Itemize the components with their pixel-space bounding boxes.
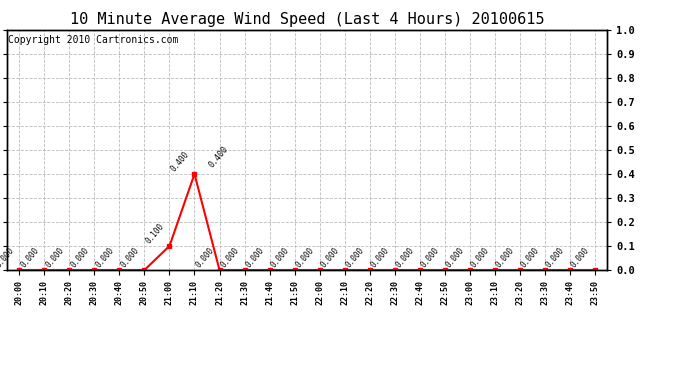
Text: 0.000: 0.000 (344, 245, 366, 269)
Text: 0.000: 0.000 (69, 245, 90, 269)
Text: 0.000: 0.000 (319, 245, 341, 269)
Text: 0.400: 0.400 (207, 144, 230, 169)
Text: Copyright 2010 Cartronics.com: Copyright 2010 Cartronics.com (8, 35, 179, 45)
Text: 0.000: 0.000 (19, 245, 41, 269)
Text: 0.000: 0.000 (419, 245, 441, 269)
Text: 0.000: 0.000 (469, 245, 491, 269)
Text: 0.000: 0.000 (494, 245, 516, 269)
Title: 10 Minute Average Wind Speed (Last 4 Hours) 20100615: 10 Minute Average Wind Speed (Last 4 Hou… (70, 12, 544, 27)
Text: 0.000: 0.000 (0, 245, 16, 269)
Text: 0.000: 0.000 (269, 245, 290, 269)
Text: 0.000: 0.000 (194, 245, 216, 269)
Text: 0.000: 0.000 (369, 245, 391, 269)
Text: 0.000: 0.000 (94, 245, 116, 269)
Text: 0.000: 0.000 (44, 245, 66, 269)
Text: 0.000: 0.000 (244, 245, 266, 269)
Text: 0.000: 0.000 (219, 245, 241, 269)
Text: 0.000: 0.000 (544, 245, 566, 269)
Text: 0.000: 0.000 (444, 245, 466, 269)
Text: 0.100: 0.100 (144, 221, 166, 245)
Text: 0.000: 0.000 (119, 245, 141, 269)
Text: 0.000: 0.000 (294, 245, 316, 269)
Text: 0.400: 0.400 (169, 149, 190, 173)
Text: 0.000: 0.000 (569, 245, 591, 269)
Text: 0.000: 0.000 (519, 245, 541, 269)
Text: 0.000: 0.000 (394, 245, 416, 269)
